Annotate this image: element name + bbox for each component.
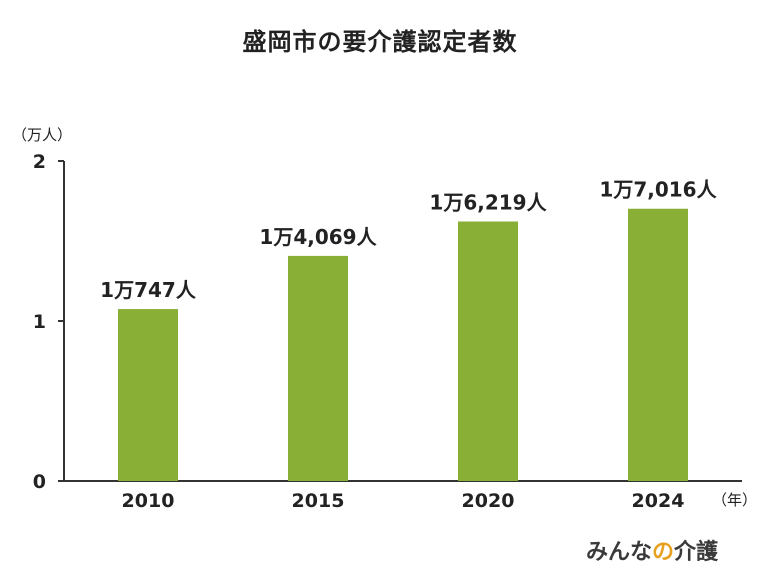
bar-value-label: 1万6,219人: [429, 190, 547, 214]
y-tick-label: 1: [33, 311, 46, 333]
x-tick-label: 2015: [292, 490, 345, 512]
bar-value-label: 1万7,016人: [599, 178, 717, 202]
bar-value-label: 1万4,069人: [259, 225, 377, 249]
logo-text-kaigo: 介護: [674, 540, 719, 565]
logo-text-no: の: [652, 540, 675, 565]
bar: [458, 221, 518, 481]
y-axis-unit: （万人）: [12, 126, 73, 144]
y-tick-label: 0: [33, 471, 46, 493]
logo-text-minna: みんな: [586, 540, 653, 565]
bar: [628, 208, 688, 481]
bar-value-label: 1万747人: [100, 278, 197, 302]
x-tick-label: 2010: [122, 490, 175, 512]
x-tick-label: 2024: [632, 490, 685, 512]
chart-title: 盛岡市の要介護認定者数: [242, 28, 518, 56]
bar: [118, 309, 178, 481]
x-tick-label: 2020: [462, 490, 515, 512]
brand-logo: みんなの介護: [586, 534, 718, 566]
bar: [288, 255, 348, 481]
x-axis-unit: （年）: [712, 491, 758, 509]
y-tick-label: 2: [33, 151, 46, 173]
